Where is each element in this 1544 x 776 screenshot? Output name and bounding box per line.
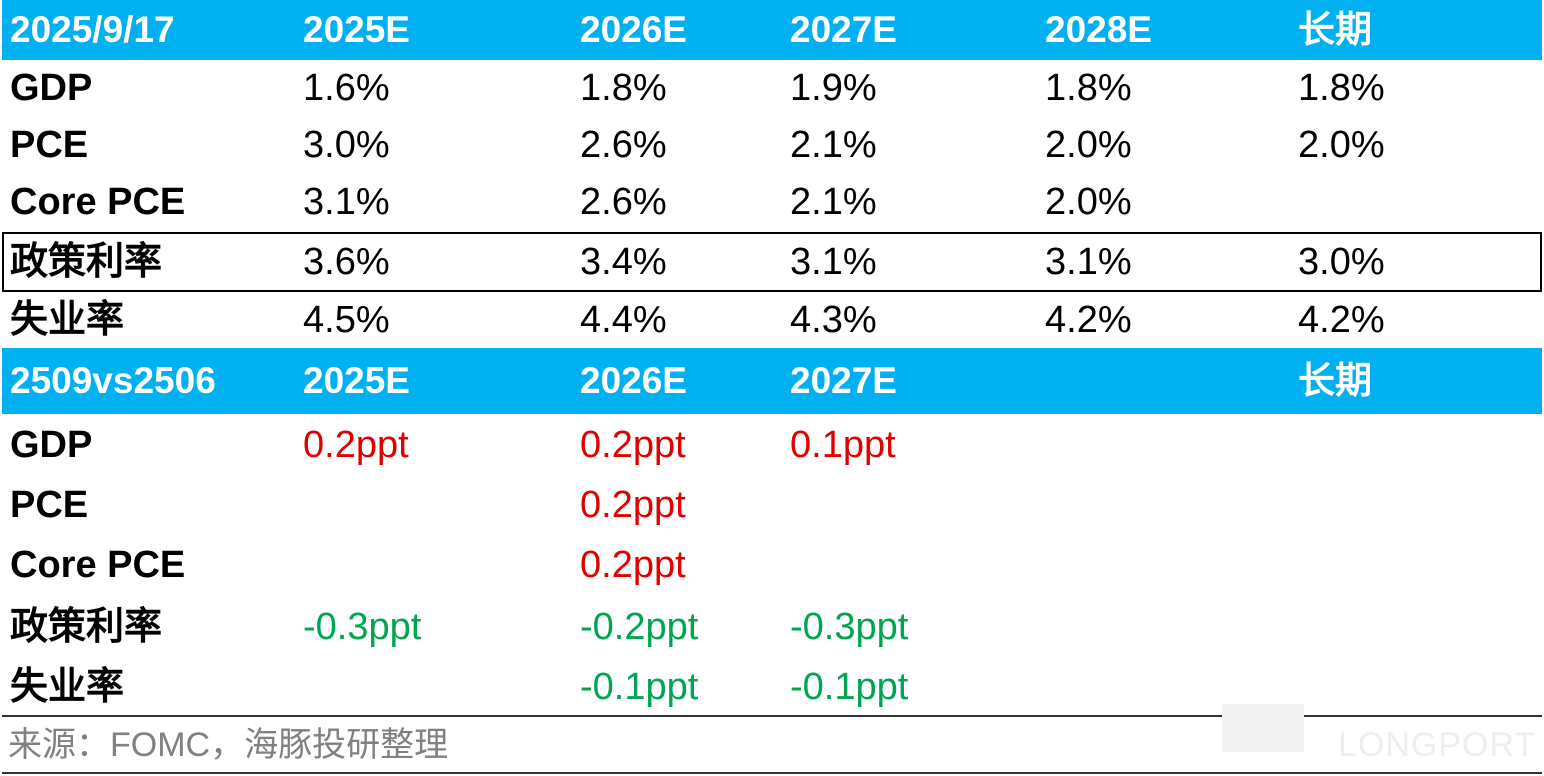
table-cell: 2.0%	[1045, 181, 1132, 223]
row-label: 失业率	[10, 299, 125, 341]
rule	[2, 715, 1542, 717]
table-cell: 0.2ppt	[580, 424, 686, 466]
table-cell: 1.8%	[1045, 67, 1132, 109]
table-cell: 3.4%	[580, 241, 667, 283]
table-cell: 1.8%	[580, 67, 667, 109]
table-cell: 3.6%	[303, 241, 390, 283]
table-cell: 2.1%	[790, 124, 877, 166]
header-band	[2, 0, 1542, 60]
row-label: 政策利率	[10, 241, 163, 283]
table-cell: -0.2ppt	[580, 606, 699, 648]
table-cell: 4.3%	[790, 299, 877, 341]
row-label: Core PCE	[10, 544, 186, 586]
row-label: PCE	[10, 484, 89, 526]
row-label: PCE	[10, 124, 89, 166]
table-cell: 0.2ppt	[580, 484, 686, 526]
header-cell: 2026E	[580, 360, 687, 401]
table-cell: 3.1%	[790, 241, 877, 283]
header-cell: 2025E	[303, 360, 410, 401]
table-cell: 4.4%	[580, 299, 667, 341]
row-label: GDP	[10, 67, 93, 109]
header-cell: 2026E	[580, 9, 687, 50]
table-cell: 0.1ppt	[790, 424, 896, 466]
header-cell: 2028E	[1045, 9, 1152, 50]
table-cell: 2.6%	[580, 124, 667, 166]
table-cell: 3.1%	[303, 181, 390, 223]
table-cell: -0.1ppt	[790, 666, 909, 708]
row-label: 失业率	[10, 666, 125, 708]
row-label: Core PCE	[10, 181, 186, 223]
table-cell: 4.2%	[1298, 299, 1385, 341]
table-cell: -0.3ppt	[790, 606, 909, 648]
table-cell: 2.0%	[1298, 124, 1385, 166]
source-note: 来源：FOMC，海豚投研整理	[8, 726, 449, 764]
table-cell: 3.0%	[303, 124, 390, 166]
table-cell: -0.1ppt	[580, 666, 699, 708]
watermark-icon	[1222, 704, 1304, 752]
table-cell: 2.0%	[1045, 124, 1132, 166]
table-cell: 2.1%	[790, 181, 877, 223]
table-cell: 4.5%	[303, 299, 390, 341]
table-cell: 0.2ppt	[303, 424, 409, 466]
table-cell: 3.1%	[1045, 241, 1132, 283]
table-cell: -0.3ppt	[303, 606, 422, 648]
table-cell: 4.2%	[1045, 299, 1132, 341]
table-cell: 1.8%	[1298, 67, 1385, 109]
header-cell: 长期	[1298, 360, 1372, 401]
header-cell: 2027E	[790, 9, 897, 50]
table-cell: 3.0%	[1298, 241, 1385, 283]
highlight-box	[2, 232, 1542, 292]
row-label: GDP	[10, 424, 93, 466]
table-cell: 2.6%	[580, 181, 667, 223]
row-label: 政策利率	[10, 606, 163, 648]
table-cell: 0.2ppt	[580, 544, 686, 586]
rule	[2, 772, 1542, 774]
header-cell: 2025E	[303, 9, 410, 50]
header-cell: 2509vs2506	[10, 360, 216, 401]
header-cell: 长期	[1298, 9, 1372, 50]
header-band	[2, 348, 1542, 414]
table-cell: 1.9%	[790, 67, 877, 109]
table-cell: 1.6%	[303, 67, 390, 109]
header-cell: 2025/9/17	[10, 9, 175, 50]
header-cell: 2027E	[790, 360, 897, 401]
watermark: LONGPORT	[1338, 726, 1537, 764]
